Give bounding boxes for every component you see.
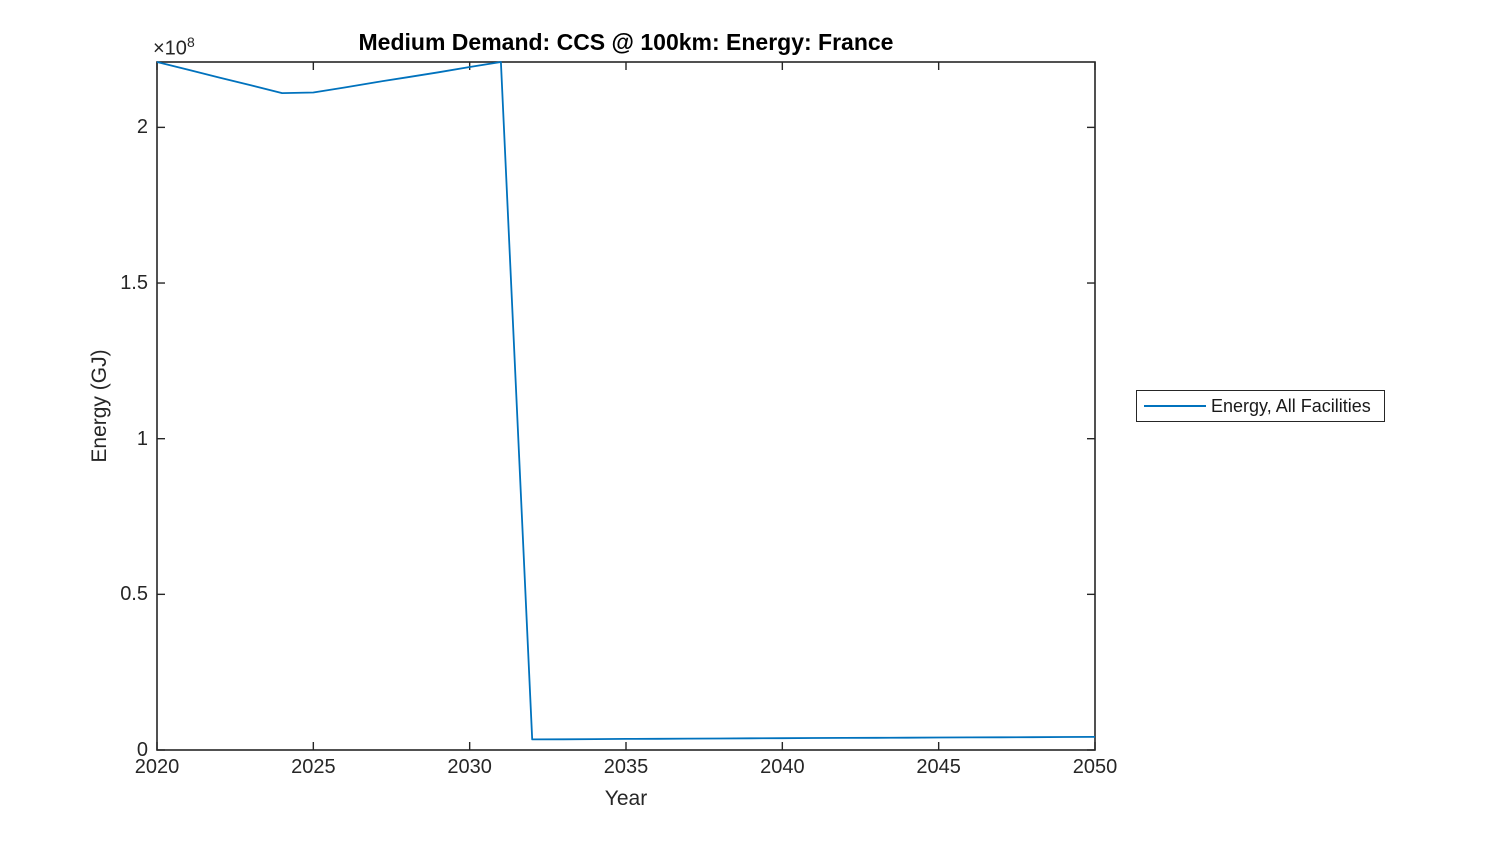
x-tick-label: 2045 <box>916 756 961 778</box>
x-tick-label: 2025 <box>291 756 336 778</box>
legend-label: Energy, All Facilities <box>1211 395 1371 416</box>
chart-title: Medium Demand: CCS @ 100km: Energy: Fran… <box>358 29 894 55</box>
y-axis-offset-exponent: 8 <box>186 34 195 50</box>
y-tick-label: 1.5 <box>120 272 148 295</box>
series-line <box>156 61 1096 741</box>
legend-line-sample-icon <box>1144 405 1206 407</box>
axes-box <box>156 61 1096 751</box>
x-tick-label: 2020 <box>134 756 180 778</box>
y-tick-label: 2 <box>136 116 148 139</box>
x-tick-label: 2050 <box>1072 756 1118 778</box>
x-axis-label: Year <box>604 787 648 810</box>
y-tick-label: 0 <box>136 739 148 761</box>
x-tick-label: 2035 <box>603 756 649 778</box>
x-tick-label: 2030 <box>447 756 492 778</box>
y-axis-offset-base: ×10 <box>153 37 187 60</box>
y-tick-label: 0.5 <box>120 583 148 606</box>
x-tick-label: 2040 <box>760 756 805 778</box>
y-tick-label: 1 <box>136 427 148 450</box>
y-axis-offset-label: ×108 <box>153 34 195 61</box>
legend: Energy, All Facilities <box>1136 390 1385 422</box>
